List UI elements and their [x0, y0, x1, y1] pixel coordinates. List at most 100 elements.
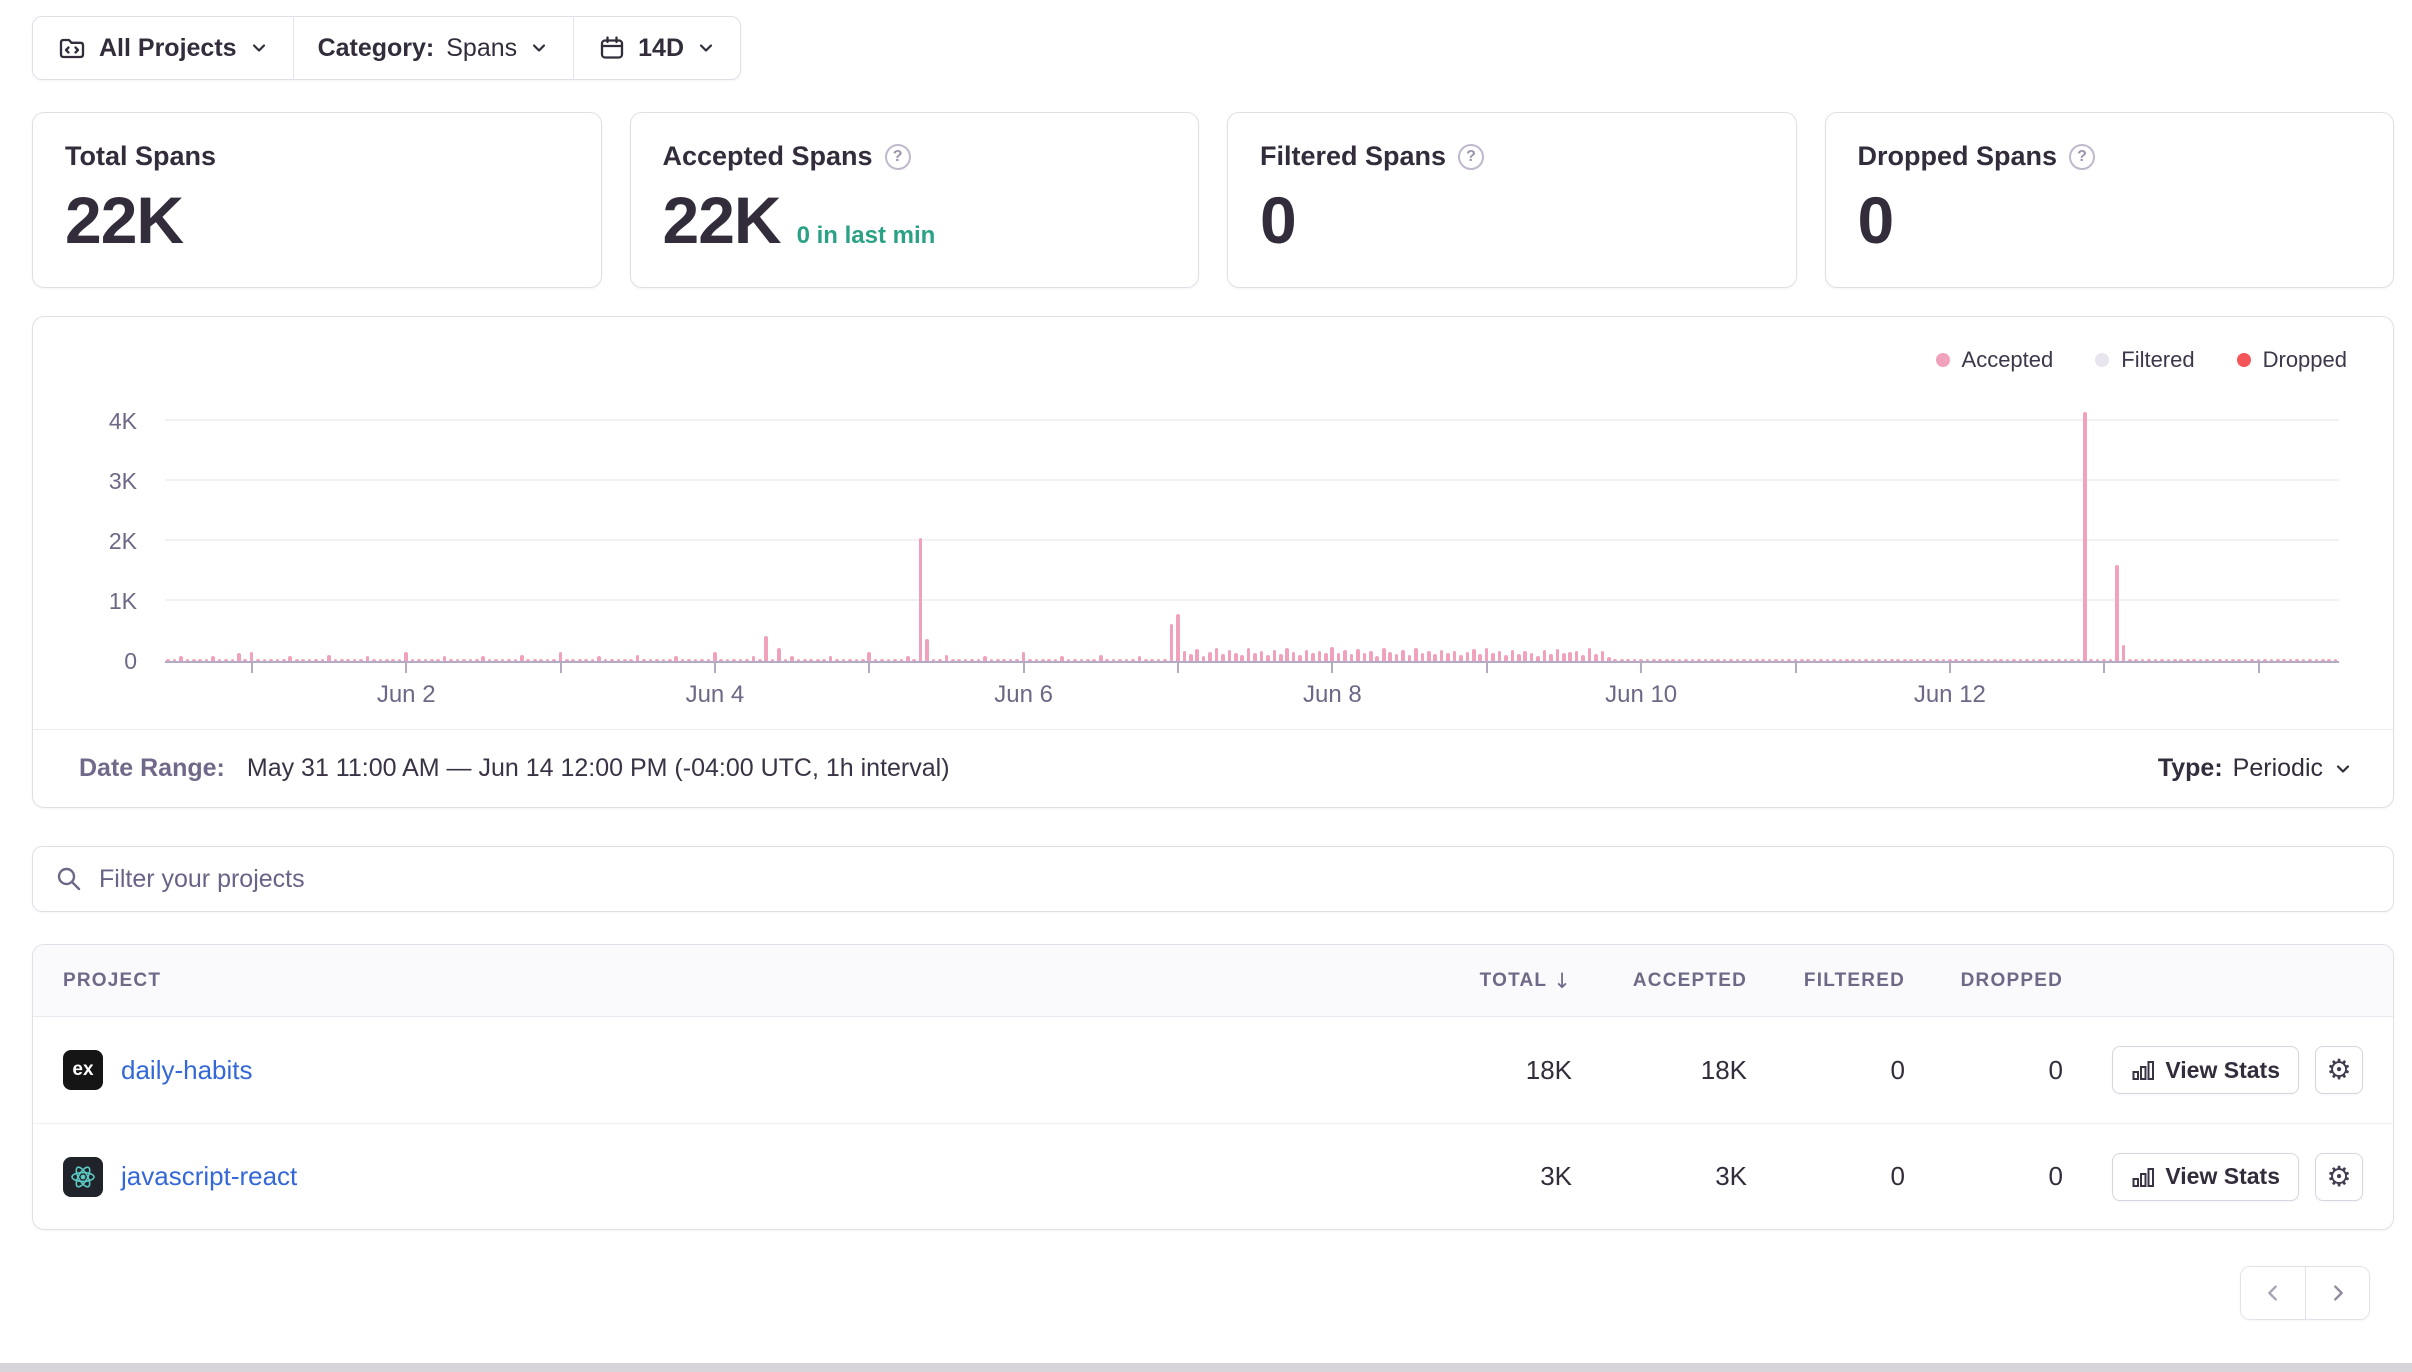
chart-bar — [217, 659, 222, 661]
chart-bar — [1960, 659, 1965, 661]
help-icon[interactable]: ? — [2069, 143, 2096, 170]
chart-bar — [1143, 659, 1148, 661]
chart-bar — [1002, 659, 1007, 661]
x-axis-tick — [1331, 663, 1334, 673]
view-stats-button[interactable]: View Stats — [2112, 1046, 2299, 1094]
chart-bar — [1992, 659, 1997, 661]
chart-bar — [1259, 650, 1264, 661]
project-link[interactable]: daily-habits — [121, 1054, 253, 1085]
next-page-button[interactable] — [2305, 1267, 2369, 1319]
chart-bar — [1639, 659, 1643, 661]
chart-bar — [1999, 659, 2003, 661]
chart-bar — [1819, 659, 1823, 661]
date-range-value: May 31 11:00 AM — Jun 14 12:00 PM (-04:0… — [246, 754, 950, 782]
chart-bar — [1761, 659, 1765, 661]
chart-bar — [1015, 659, 1019, 661]
all-projects-dropdown[interactable]: All Projects — [33, 17, 293, 79]
chart-bar — [1652, 659, 1656, 661]
help-icon[interactable]: ? — [884, 143, 911, 170]
chart-bar — [545, 659, 550, 661]
chart-bar — [1317, 651, 1322, 661]
chart-bar — [822, 659, 826, 661]
chart-bar — [2005, 659, 2010, 661]
header-total-sort[interactable]: TOTAL ↓ — [1479, 968, 1572, 993]
y-axis-label: 4K — [108, 408, 137, 434]
chart-bar — [700, 659, 704, 661]
help-icon[interactable]: ? — [1458, 143, 1485, 170]
chart-plot-area[interactable]: 0 1K 2K 3K 4K Jun 2 Jun 4 Jun 6 Jun 8 Jun 10 Jun 1… — [109, 408, 2339, 708]
chart-bar — [565, 659, 569, 661]
chart-bar — [1414, 647, 1418, 661]
chart-bar — [2050, 659, 2055, 661]
chart-bar — [713, 652, 717, 661]
project-settings-button[interactable]: ⚙ — [2315, 1152, 2363, 1201]
previous-page-button[interactable] — [2241, 1267, 2305, 1319]
chart-bar — [2288, 659, 2293, 661]
chart-bar — [1028, 659, 1032, 661]
chart-bar — [1407, 655, 1412, 661]
chart-bar — [1227, 650, 1232, 661]
chart-bar — [1607, 657, 1611, 661]
chart-bar — [417, 659, 421, 661]
chart-bar — [2205, 659, 2209, 661]
chart-bar — [558, 651, 563, 661]
chart-bar — [1812, 659, 1817, 661]
header-dropped[interactable]: DROPPED — [1960, 969, 2063, 991]
chart-bar — [397, 659, 402, 661]
chart-bar — [1324, 652, 1328, 661]
chart-bar — [989, 659, 994, 661]
chart-bar — [880, 659, 884, 661]
chart-bar — [1426, 651, 1431, 661]
chart-bar — [2269, 659, 2274, 661]
type-dropdown[interactable]: Type: Periodic — [2158, 754, 2353, 783]
project-link[interactable]: javascript-react — [121, 1161, 298, 1191]
chart-bar — [577, 659, 582, 661]
chart-bar — [1221, 654, 1225, 661]
chart-bar — [507, 659, 511, 661]
total-cell: 3K — [1540, 1161, 1572, 1191]
chart-bar — [1742, 659, 1746, 661]
date-range-label: Date Range: — [79, 754, 225, 782]
chart-bar — [957, 659, 961, 661]
chart-bar — [2198, 659, 2203, 661]
chart-bar — [622, 659, 627, 661]
project-filter-input[interactable] — [99, 864, 2371, 894]
chart-bar — [2012, 659, 2016, 661]
express-platform-icon: ex — [63, 1050, 103, 1090]
legend-item-dropped[interactable]: Dropped — [2236, 347, 2347, 373]
chart-bar — [2070, 659, 2074, 661]
chart-bar — [1176, 614, 1180, 661]
chart-bar — [1504, 655, 1508, 661]
category-dropdown[interactable]: Category: Spans — [292, 17, 574, 79]
project-settings-button[interactable]: ⚙ — [2315, 1046, 2363, 1094]
chart-bar — [307, 659, 312, 661]
chart-bar — [2037, 659, 2042, 661]
chart-bar — [449, 659, 453, 661]
chart-bar — [520, 655, 524, 661]
chevron-down-icon — [252, 44, 265, 52]
chart-bar — [1838, 659, 1843, 661]
legend-item-accepted[interactable]: Accepted — [1935, 347, 2053, 373]
chart-bar — [905, 655, 910, 661]
x-axis-tick — [1948, 663, 1951, 673]
chart-bar — [1529, 652, 1534, 661]
legend-item-filtered[interactable]: Filtered — [2095, 347, 2195, 373]
chart-bar — [494, 659, 498, 661]
y-gridline — [165, 539, 2339, 541]
date-period-dropdown[interactable]: 14D — [573, 17, 740, 79]
x-axis-label: Jun 10 — [1605, 681, 1678, 708]
header-filtered[interactable]: FILTERED — [1803, 969, 1905, 991]
y-axis-label: 3K — [108, 468, 137, 494]
chart-bar — [1034, 659, 1039, 661]
category-value: Spans — [446, 33, 518, 62]
stat-card-filtered-spans: Filtered Spans ? 0 — [1227, 112, 1797, 288]
chart-bar — [1787, 659, 1791, 661]
card-title: Total Spans — [65, 141, 217, 171]
chart-bar — [661, 659, 666, 661]
chart-bar — [674, 655, 678, 661]
view-stats-button[interactable]: View Stats — [2112, 1152, 2299, 1201]
all-projects-label: All Projects — [99, 33, 237, 62]
chart-bar — [828, 655, 833, 661]
chart-bar — [1883, 659, 1888, 661]
header-accepted[interactable]: ACCEPTED — [1632, 969, 1747, 991]
